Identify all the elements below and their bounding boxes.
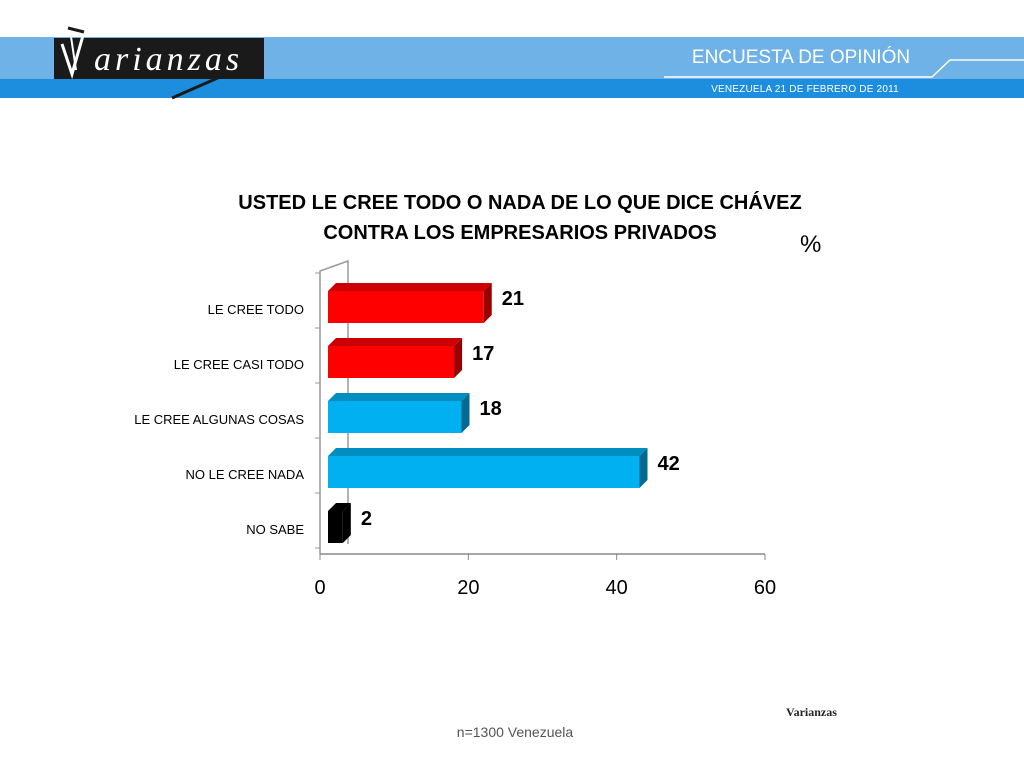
bar-top <box>328 448 648 456</box>
category-label: LE CREE TODO <box>208 302 304 317</box>
survey-title: ENCUESTA DE OPINIÓN <box>691 47 911 68</box>
bar-value-label: 21 <box>502 288 524 310</box>
bar-top <box>328 283 492 291</box>
category-label: NO SABE <box>246 522 304 537</box>
bar-front <box>328 346 455 378</box>
bar-side <box>454 338 463 378</box>
svg-text:arianzas: arianzas <box>94 41 243 78</box>
x-tick-label: 0 <box>314 577 325 599</box>
header-band-dark <box>0 79 1024 98</box>
bar-side <box>342 503 351 543</box>
unit-label: % <box>800 231 822 258</box>
sample-note: n=1300 Venezuela <box>456 724 574 740</box>
bar-front <box>328 511 343 543</box>
bar-side <box>639 448 648 488</box>
bar-top <box>328 503 351 511</box>
chart-title-line1: USTED LE CREE TODO O NADA DE LO QUE DICE… <box>238 192 802 214</box>
bar-side <box>483 283 492 323</box>
bar-front <box>328 291 484 323</box>
category-label: LE CREE CASI TODO <box>174 357 304 372</box>
varianzas-logo: arianzas <box>54 26 264 100</box>
bar-side <box>461 393 470 433</box>
bar-front <box>328 456 640 488</box>
survey-date: VENEZUELA 21 DE FEBRERO DE 2011 <box>711 84 899 95</box>
bar-value-label: 17 <box>472 343 494 365</box>
bar-value-label: 2 <box>361 508 372 530</box>
x-tick-label: 40 <box>606 577 628 599</box>
chart-title: USTED LE CREE TODO O NADA DE LO QUE DICE… <box>200 188 840 248</box>
bar-value-label: 42 <box>658 453 680 475</box>
bar-front <box>328 401 462 433</box>
chart-title-line2: CONTRA LOS EMPRESARIOS PRIVADOS <box>323 222 717 244</box>
bar-top <box>328 338 463 346</box>
x-tick-label: 20 <box>457 577 479 599</box>
footer-brand: Varianzas <box>786 705 837 719</box>
bar-value-label: 18 <box>480 398 502 420</box>
category-label: NO LE CREE NADA <box>186 467 305 482</box>
x-tick-label: 60 <box>754 577 776 599</box>
category-label: LE CREE ALGUNAS COSAS <box>134 412 304 427</box>
header-decor-lines <box>664 59 1024 78</box>
bar-top <box>328 393 470 401</box>
